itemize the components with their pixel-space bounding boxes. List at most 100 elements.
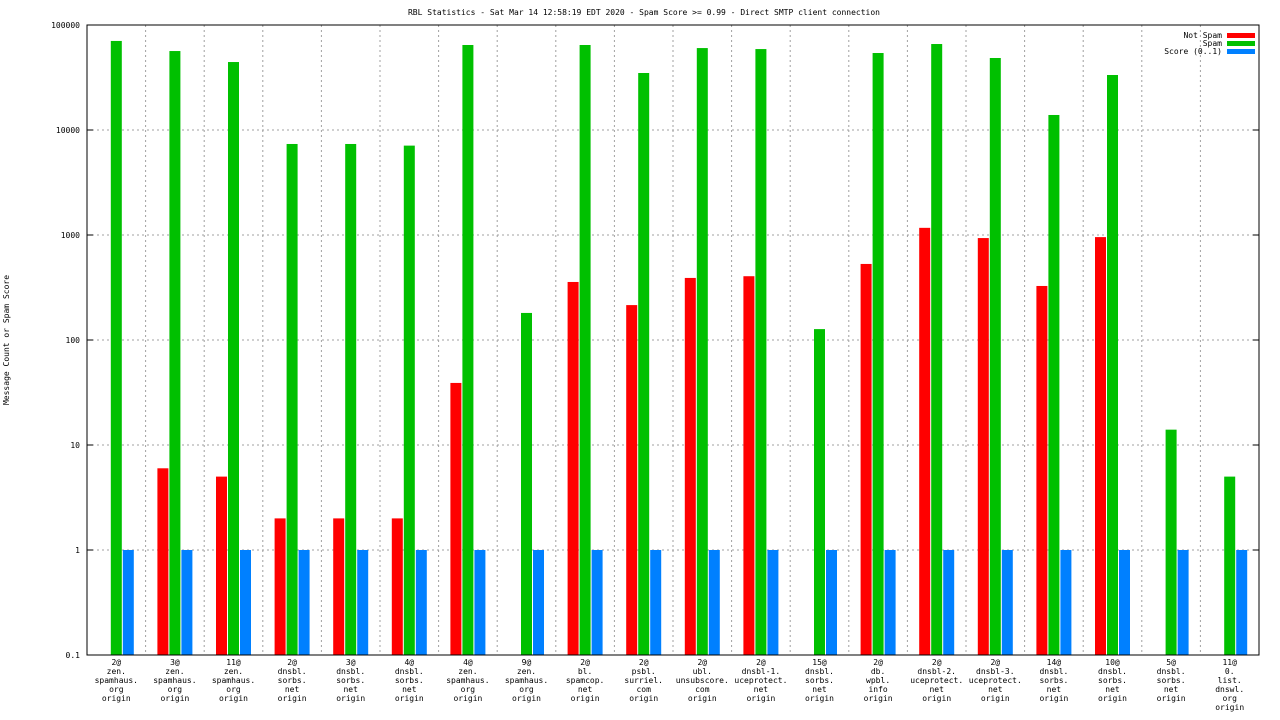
x-tick-label-line: sorbs. bbox=[1039, 676, 1068, 685]
x-tick-label: 2@ zen. spamhaus. org origin bbox=[95, 658, 138, 703]
x-tick-label-line: zen. bbox=[224, 667, 243, 676]
bar-spam-5 bbox=[403, 145, 415, 656]
bar-not-spam-5 bbox=[391, 518, 403, 655]
bar-not-spam-3 bbox=[274, 518, 286, 655]
x-tick-label-line: uceprotect. bbox=[910, 676, 963, 685]
x-tick-label-line: 3@ bbox=[346, 658, 356, 667]
x-tick-label-line: zen. bbox=[517, 667, 536, 676]
bar-score--16 bbox=[1060, 550, 1072, 655]
y-axis-label: Message Count or Spam Score bbox=[2, 275, 11, 405]
x-tick-label: 11@ zen. spamhaus. org origin bbox=[212, 658, 255, 703]
x-tick-label-line: origin bbox=[746, 694, 775, 703]
x-tick-label-line: org bbox=[1222, 694, 1237, 703]
x-tick-label-line: org bbox=[109, 685, 124, 694]
x-tick-label-line: zen. bbox=[458, 667, 477, 676]
bar-score--9 bbox=[650, 550, 662, 655]
x-tick-label: 3@ zen. spamhaus. org origin bbox=[153, 658, 196, 703]
x-tick-label: 9@ zen. spamhaus. org origin bbox=[505, 658, 548, 703]
bar-score--19 bbox=[1236, 550, 1248, 655]
bar-spam-8 bbox=[579, 44, 591, 656]
x-tick-label-line: 9@ bbox=[522, 658, 532, 667]
x-tick-label-line: origin bbox=[102, 694, 131, 703]
x-tick-label-line: origin bbox=[864, 694, 893, 703]
x-tick-label-line: net bbox=[1105, 685, 1120, 694]
bar-spam-4 bbox=[345, 143, 357, 655]
x-tick-label-line: wpbl. bbox=[866, 676, 890, 685]
x-tick-label-line: uceprotect. bbox=[734, 676, 787, 685]
y-tick-label: 0.1 bbox=[66, 651, 81, 660]
bar-not-spam-4 bbox=[333, 518, 345, 655]
x-tick-label-line: zen. bbox=[165, 667, 184, 676]
x-tick-label-line: 15@ bbox=[812, 658, 827, 667]
bar-score--0 bbox=[122, 550, 134, 655]
x-tick-label-line: org bbox=[519, 685, 534, 694]
x-tick-label: 3@ dnsbl. sorbs. net origin bbox=[336, 658, 365, 703]
bar-spam-10 bbox=[696, 48, 708, 656]
x-tick-label-line: sorbs. bbox=[336, 676, 365, 685]
x-tick-label: 11@ 0. list. dnswl. org origin bbox=[1215, 658, 1244, 712]
x-tick-label-line: origin bbox=[805, 694, 834, 703]
x-tick-label-line: 2@ bbox=[756, 658, 766, 667]
bar-spam-12 bbox=[814, 329, 825, 655]
bar-score--2 bbox=[240, 550, 251, 655]
x-tick-label-line: ubl. bbox=[693, 667, 712, 676]
bar-not-spam-14 bbox=[919, 227, 931, 655]
x-tick-label-line: 2@ bbox=[580, 658, 590, 667]
bar-score--15 bbox=[1001, 550, 1013, 655]
bar-spam-9 bbox=[638, 73, 650, 656]
bar-spam-11 bbox=[755, 49, 767, 655]
x-tick-label-line: origin bbox=[512, 694, 541, 703]
x-tick-label-line: dnsbl. bbox=[278, 667, 307, 676]
bar-not-spam-17 bbox=[1095, 237, 1106, 655]
bar-not-spam-11 bbox=[743, 276, 755, 655]
x-tick-label-line: origin bbox=[160, 694, 189, 703]
x-tick-label-line: net bbox=[988, 685, 1003, 694]
y-tick-label: 100 bbox=[66, 336, 81, 345]
x-tick-label: 2@ psbl. surriel. com origin bbox=[624, 658, 663, 703]
bar-not-spam-13 bbox=[860, 263, 872, 655]
x-tick-label: 14@ dnsbl. sorbs. net origin bbox=[1039, 658, 1068, 703]
x-tick-label-line: sorbs. bbox=[1098, 676, 1127, 685]
x-tick-label-line: list. bbox=[1218, 676, 1242, 685]
bar-score--5 bbox=[415, 550, 427, 655]
x-tick-label-line: dnsbl. bbox=[336, 667, 365, 676]
bar-not-spam-16 bbox=[1036, 285, 1048, 655]
x-tick-label-line: origin bbox=[1215, 703, 1244, 712]
y-tick-label: 10 bbox=[70, 441, 80, 450]
bar-score--12 bbox=[826, 550, 837, 655]
x-tick-label-line: spamhaus. bbox=[153, 676, 196, 685]
y-tick-label: 100000 bbox=[51, 21, 80, 30]
x-tick-label-line: origin bbox=[219, 694, 248, 703]
x-tick-label-line: net bbox=[1047, 685, 1062, 694]
bar-spam-14 bbox=[931, 44, 943, 656]
x-tick-label-line: origin bbox=[453, 694, 482, 703]
chart-title: RBL Statistics - Sat Mar 14 12:58:19 EDT… bbox=[408, 8, 880, 17]
x-tick-label-line: net bbox=[929, 685, 944, 694]
x-tick-label: 2@ bl. spamcop. net origin bbox=[566, 658, 605, 703]
x-tick-label-line: com bbox=[695, 685, 710, 694]
bar-score--11 bbox=[767, 550, 779, 655]
x-tick-label-line: origin bbox=[278, 694, 307, 703]
x-tick-label-line: net bbox=[343, 685, 358, 694]
bar-score--18 bbox=[1177, 550, 1189, 655]
bar-spam-7 bbox=[521, 312, 532, 655]
x-tick-label-line: dnswl. bbox=[1215, 685, 1244, 694]
bar-score--1 bbox=[181, 550, 193, 655]
bar-not-spam-2 bbox=[216, 476, 227, 655]
bar-score--17 bbox=[1119, 550, 1130, 655]
bar-not-spam-8 bbox=[567, 281, 579, 655]
x-tick-label-line: bl. bbox=[578, 667, 592, 676]
bar-spam-2 bbox=[228, 62, 239, 656]
x-tick-label-line: 2@ bbox=[639, 658, 649, 667]
x-tick-label-line: unsubscore. bbox=[676, 676, 729, 685]
bar-spam-0 bbox=[110, 40, 122, 656]
x-tick-label-line: uceprotect. bbox=[969, 676, 1022, 685]
x-tick-label-line: zen. bbox=[107, 667, 126, 676]
x-tick-label-line: origin bbox=[336, 694, 365, 703]
bar-not-spam-1 bbox=[157, 468, 169, 655]
x-tick-label-line: info bbox=[868, 685, 887, 694]
bar-spam-15 bbox=[989, 57, 1001, 655]
x-tick-label-line: 3@ bbox=[170, 658, 180, 667]
y-tick-label: 10000 bbox=[56, 126, 80, 135]
